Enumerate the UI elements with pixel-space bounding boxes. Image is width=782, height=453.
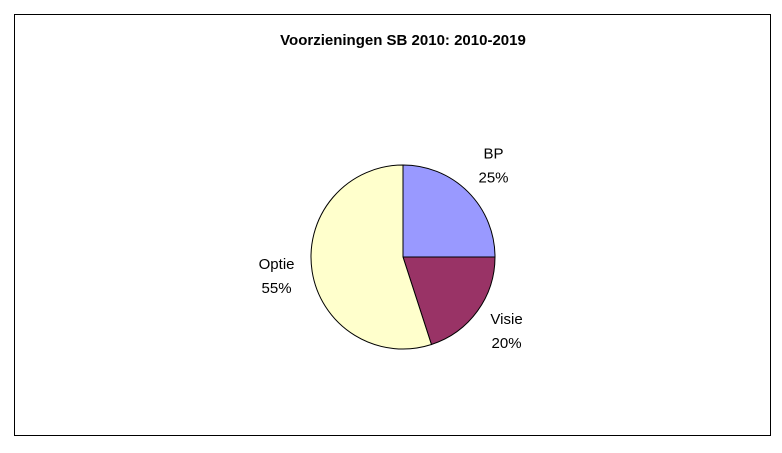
slice-label: BP: [484, 145, 504, 162]
chart-title: Voorzieningen SB 2010: 2010-2019: [280, 32, 526, 49]
pie-slice: [310, 164, 433, 350]
pie-slice: [402, 256, 496, 346]
slice-label: Visie: [490, 311, 522, 328]
slice-value-label: 20%: [492, 335, 522, 352]
slice-label: Optie: [259, 256, 295, 273]
pie-slice: [402, 164, 496, 258]
slice-value-label: 55%: [262, 280, 292, 297]
slice-value-label: 25%: [478, 169, 508, 186]
